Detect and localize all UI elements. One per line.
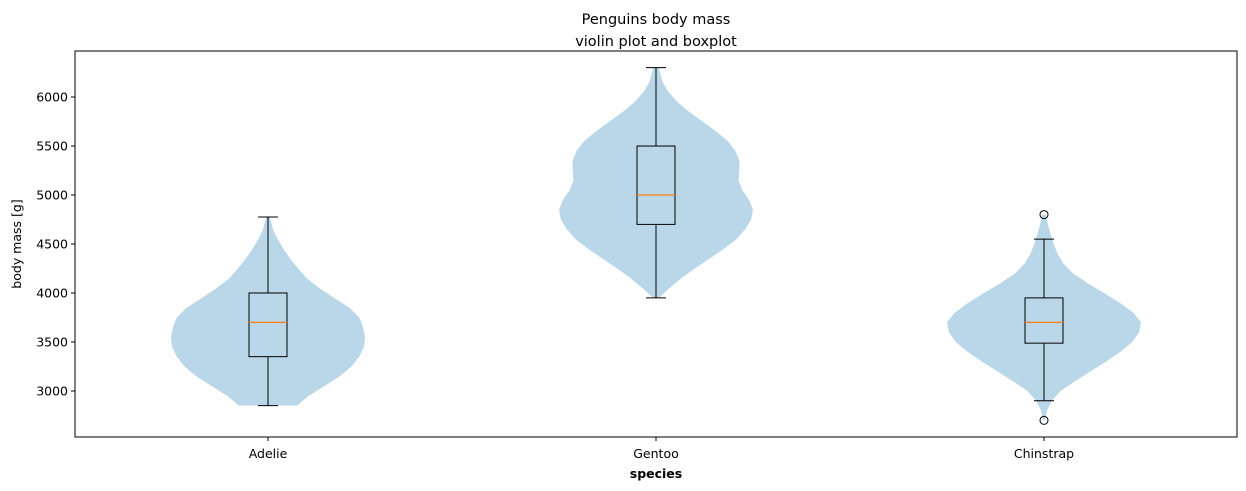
y-tick-label: 3500: [36, 334, 68, 349]
outlier-point: [1039, 415, 1049, 425]
boxplot-adelie: [248, 216, 288, 407]
y-tick-label: 6000: [36, 90, 68, 105]
y-axis: 3000 3500 4000 4500 5000 5500 6000: [36, 90, 75, 398]
outlier-point: [1039, 210, 1049, 220]
box-iqr: [1024, 297, 1064, 344]
y-tick-label: 4000: [36, 285, 68, 300]
y-tick-label: 3000: [36, 383, 68, 398]
y-tick-label: 4500: [36, 237, 68, 252]
violin-adelie: [171, 217, 365, 406]
chart-title-line-1: Penguins body mass: [582, 12, 731, 28]
x-axis: Adelie Gentoo Chinstrap: [249, 437, 1074, 461]
boxplot-chinstrap: [1024, 210, 1064, 425]
chart-title-line-2: violin plot and boxplot: [575, 34, 737, 50]
x-tick-label: Adelie: [249, 446, 288, 461]
x-tick-label: Chinstrap: [1014, 446, 1074, 461]
chart-title: Penguins body mass violin plot and boxpl…: [575, 12, 737, 50]
box-iqr: [248, 292, 288, 358]
y-axis-label: body mass [g]: [9, 199, 24, 288]
y-tick-label: 5500: [36, 139, 68, 154]
y-tick-label: 5000: [36, 188, 68, 203]
violin-chinstrap: [947, 214, 1141, 421]
box-iqr: [636, 145, 676, 225]
plot-area: [171, 67, 1141, 425]
boxplot-gentoo: [636, 67, 676, 299]
violin-gentoo: [559, 67, 753, 298]
x-tick-label: Gentoo: [633, 446, 679, 461]
x-axis-label: species: [630, 466, 682, 481]
